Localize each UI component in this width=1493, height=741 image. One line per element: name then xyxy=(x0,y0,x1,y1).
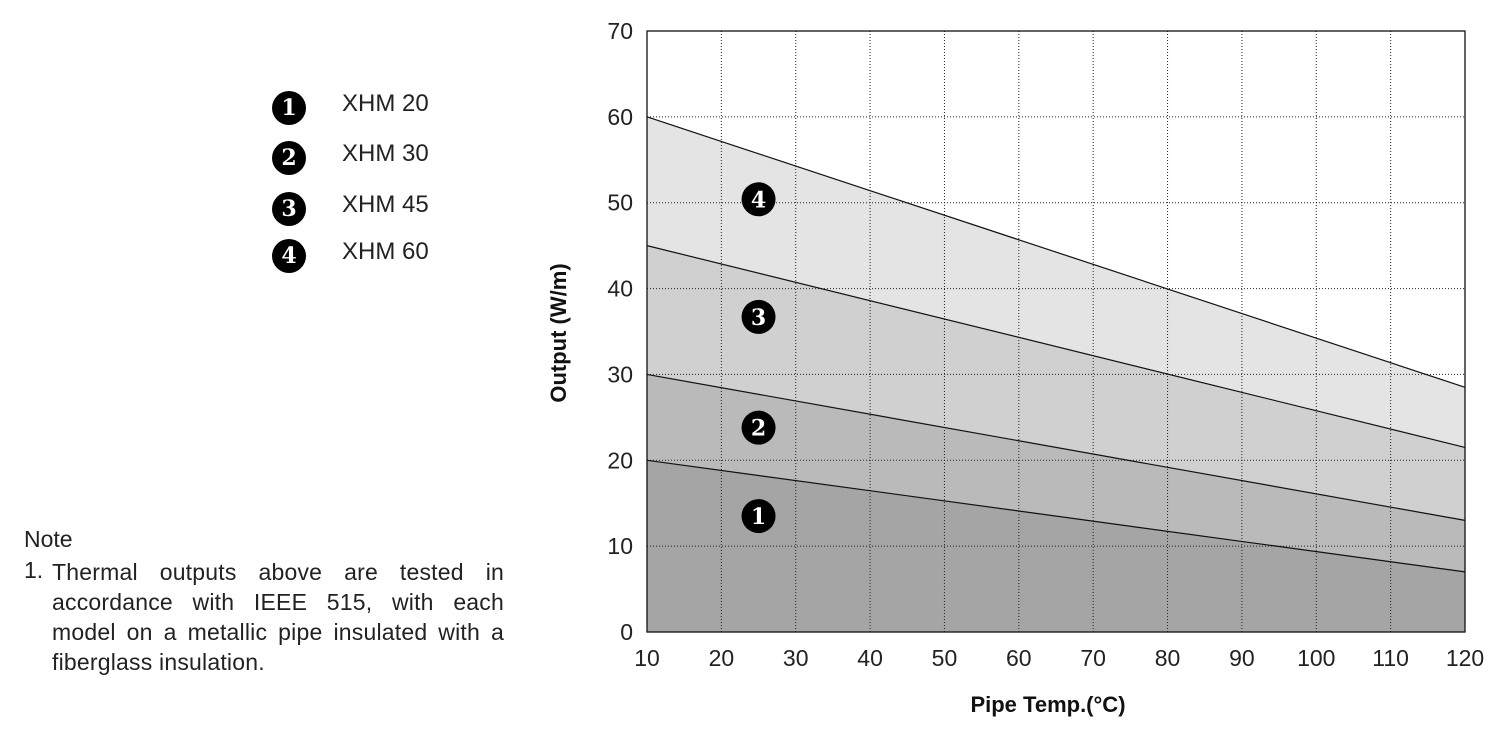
x-tick-label: 80 xyxy=(1155,645,1181,671)
axes xyxy=(646,30,1466,633)
marker-4-icon: 4 xyxy=(272,239,306,273)
y-tick-label: 50 xyxy=(607,190,633,216)
note-number: 1. xyxy=(24,557,44,583)
legend-item-xhm60: 4 XHM 60 xyxy=(272,236,492,273)
series-line-xhm45 xyxy=(646,245,1466,448)
legend-item-xhm30: 2 XHM 30 xyxy=(272,138,492,175)
marker-4-icon: 4 xyxy=(741,182,776,217)
series-areas xyxy=(647,116,1465,633)
marker-3-icon: 3 xyxy=(741,299,776,334)
marker-number: 1 xyxy=(751,504,766,530)
tick-labels: 10 20 30 40 50 60 70 80 90 100 110 1200102030405060… xyxy=(607,18,1484,671)
x-tick-label: 90 xyxy=(1229,645,1255,671)
x-tick-label: 70 xyxy=(1080,645,1106,671)
marker-2-icon: 2 xyxy=(741,410,776,445)
marker-circle xyxy=(741,299,776,334)
y-tick-label: 0 xyxy=(620,619,633,645)
legend-item-xhm20: 1 XHM 20 xyxy=(272,88,492,125)
note-item: 1. Thermal outputs above are tested in a… xyxy=(24,557,504,677)
note-title: Note xyxy=(24,526,73,552)
y-tick-label: 30 xyxy=(607,361,633,387)
x-tick-label: 10 xyxy=(634,645,660,671)
y-axis-label: Output (W/m) xyxy=(546,263,571,402)
marker-circle xyxy=(741,410,776,445)
x-tick-label: 110 xyxy=(1372,645,1409,671)
series-markers: 1 2 3 4 xyxy=(741,182,776,534)
plot-frame xyxy=(646,30,1466,633)
y-tick-label: 10 xyxy=(607,533,633,559)
series-line-xhm60 xyxy=(646,116,1466,388)
note-text: Thermal outputs above are tested in acco… xyxy=(52,559,504,675)
y-tick-label: 70 xyxy=(607,18,633,44)
x-tick-label: 100 xyxy=(1297,645,1335,671)
x-tick-label: 40 xyxy=(857,645,883,671)
y-tick-label: 40 xyxy=(607,276,633,302)
series-line-xhm30 xyxy=(646,373,1466,521)
marker-number: 4 xyxy=(751,187,766,213)
series-lines xyxy=(646,116,1466,573)
legend-label: XHM 60 xyxy=(342,238,429,265)
legend-item-xhm45: 3 XHM 45 xyxy=(272,189,492,226)
x-tick-label: 20 xyxy=(709,645,735,671)
marker-number: 3 xyxy=(751,305,766,331)
marker-1-icon: 1 xyxy=(741,499,776,534)
note: Note 1. Thermal outputs above are tested… xyxy=(24,526,504,677)
legend-label: XHM 45 xyxy=(342,191,429,218)
x-tick-label: 60 xyxy=(1006,645,1032,671)
x-tick-label: 50 xyxy=(932,645,958,671)
x-axis-label: Pipe Temp.(°C) xyxy=(970,692,1125,717)
y-tick-label: 60 xyxy=(607,104,633,130)
marker-2-icon: 2 xyxy=(272,141,306,175)
marker-circle xyxy=(741,182,776,217)
legend-label: XHM 30 xyxy=(342,140,429,167)
series-line-xhm20 xyxy=(646,459,1466,573)
x-tick-label: 30 xyxy=(783,645,809,671)
marker-1-icon: 1 xyxy=(272,91,306,125)
marker-3-icon: 3 xyxy=(272,192,306,226)
legend-label: XHM 20 xyxy=(342,90,429,117)
x-tick-label: 120 xyxy=(1446,645,1484,671)
marker-circle xyxy=(741,499,776,534)
marker-number: 2 xyxy=(751,416,766,442)
y-tick-label: 20 xyxy=(607,447,633,473)
